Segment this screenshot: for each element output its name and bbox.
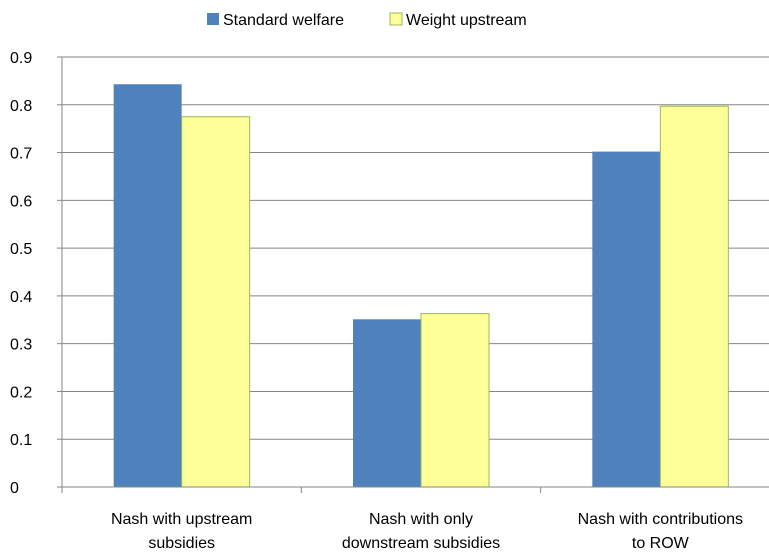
y-tick-label: 0.3 bbox=[10, 337, 32, 354]
legend-swatch bbox=[207, 13, 219, 25]
x-category-label: subsidies bbox=[148, 535, 215, 552]
y-tick-label: 0.1 bbox=[10, 432, 32, 449]
y-axis-ticks: 0 0.1 0.2 0.3 0.4 0.5 0.6 0.7 0.8 0.9 bbox=[10, 50, 62, 497]
bar-standard-welfare bbox=[353, 319, 421, 487]
x-axis-labels: Nash with upstream subsidies Nash with onl… bbox=[111, 511, 743, 552]
x-category-label: Nash with upstream bbox=[111, 511, 252, 528]
x-category-label: downstream subsidies bbox=[342, 535, 500, 552]
y-tick-label: 0.2 bbox=[10, 384, 32, 401]
legend-label: Weight upstream bbox=[406, 12, 527, 29]
y-tick-label: 0.9 bbox=[10, 50, 32, 67]
x-category-label: Nash with only bbox=[369, 511, 473, 528]
bar-standard-welfare bbox=[592, 151, 661, 487]
y-tick-label: 0.5 bbox=[10, 241, 32, 258]
legend-swatch bbox=[389, 12, 403, 26]
legend-label: Standard welfare bbox=[223, 12, 344, 29]
bar-weight-upstream bbox=[181, 116, 251, 488]
y-tick-label: 0.4 bbox=[10, 289, 32, 306]
legend: Standard welfare Weight upstream bbox=[207, 12, 527, 29]
y-tick-label: 0.8 bbox=[10, 98, 32, 115]
x-category-label: to ROW bbox=[632, 535, 690, 552]
x-category-label: Nash with contributions bbox=[578, 511, 743, 528]
bar-standard-welfare bbox=[113, 84, 182, 487]
bar-weight-upstream bbox=[420, 313, 490, 488]
y-tick-label: 0 bbox=[10, 480, 19, 497]
y-tick-label: 0.7 bbox=[10, 146, 32, 163]
bars bbox=[113, 84, 729, 488]
y-tick-label: 0.6 bbox=[10, 193, 32, 210]
x-axis bbox=[61, 57, 769, 493]
bar-weight-upstream bbox=[659, 105, 729, 488]
